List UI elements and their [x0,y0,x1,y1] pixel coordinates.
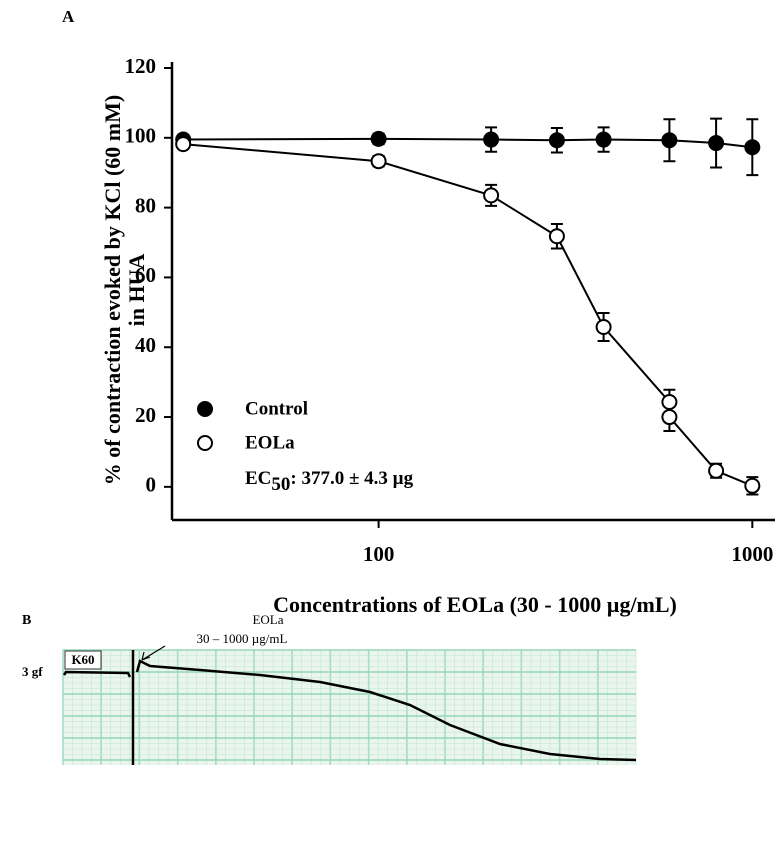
data-point [708,135,725,152]
drug-label: EOLa [252,612,283,627]
data-point [708,462,725,479]
legend: Control EOLa EC50: 377.0 ± 4.3 µg [197,398,414,495]
trace [135,659,637,762]
data-point [370,130,387,147]
data-point [548,132,565,149]
data-point [661,132,678,149]
y-tick-label: 80 [135,193,156,217]
legend-label: EOLa [245,432,295,453]
annotation-text: EC [245,468,271,489]
data-point [548,228,565,245]
data-point [661,394,678,411]
data-point [595,318,612,335]
range-label: 30 – 1000 µg/mL [197,631,288,646]
annotation-text: : 377.0 ± 4.3 µg [290,468,413,489]
y-tick-label: 60 [135,263,156,287]
marker-label: K60 [71,652,94,667]
data-point [483,187,500,204]
recording-paper [62,649,637,765]
y-tick-label: 100 [125,124,157,148]
y-axis-title-line: % of contraction evoked by KCl (60 mM) [100,95,125,485]
annotation-subscript: 50 [271,474,290,495]
data-point [744,477,761,494]
data-point [175,136,192,153]
x-tick-label: 1000 [731,542,773,566]
arrow [141,645,166,661]
y-axis-title: % of contraction evoked by KCl (60 mM) i… [100,95,149,485]
y-tick-label: 120 [125,54,157,78]
data-point [595,131,612,148]
panel-label: A [62,7,75,26]
data-point [370,153,387,170]
x-tick-label: 100 [363,542,395,566]
scale-label: 3 gf [22,664,43,679]
y-tick-label: 20 [135,403,156,427]
y-tick-label: 40 [135,333,156,357]
data-point [661,409,678,426]
legend-label: Control [245,398,308,419]
x-axis-title: Concentrations of EOLa (30 - 1000 µg/mL) [273,592,677,617]
annotation: EC50: 377.0 ± 4.3 µg [245,468,414,495]
y-tick-label: 0 [146,473,157,497]
data-point [483,131,500,148]
y-axis-title-line: in HUA [124,254,149,327]
panel-label: B [22,613,31,628]
marker-box [64,650,102,670]
trace [62,670,132,678]
data-point [744,139,761,156]
legend-marker [197,435,213,451]
legend-marker [197,401,213,417]
